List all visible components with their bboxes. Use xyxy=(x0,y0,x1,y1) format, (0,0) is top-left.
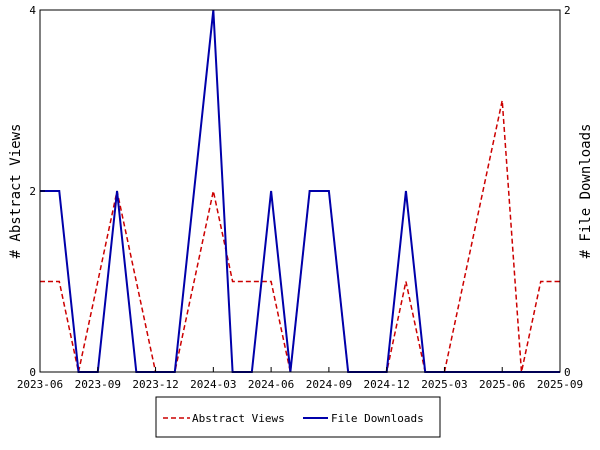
x-tick-label: 2025-03 xyxy=(421,378,467,391)
x-tick-label: 2023-06 xyxy=(17,378,63,391)
series-line-file-downloads xyxy=(40,9,560,373)
left-y-tick-label: 2 xyxy=(29,185,36,198)
legend-box xyxy=(155,396,441,438)
x-tick-label: 2024-09 xyxy=(306,378,352,391)
left-y-tick-label: 0 xyxy=(29,366,36,379)
x-axis: 2023-06 2023-09 2023-12 2024-03 2024-06 2024-… xyxy=(17,367,583,391)
left-y-axis: 0 2 4 xyxy=(29,4,45,379)
x-tick-label: 2023-09 xyxy=(75,378,121,391)
x-tick-label: 2024-03 xyxy=(190,378,236,391)
right-y-tick-label: 2 xyxy=(564,4,571,17)
x-tick-label: 2024-06 xyxy=(248,378,294,391)
left-y-tick-label: 4 xyxy=(29,4,36,17)
right-y-tick-label: 0 xyxy=(564,366,571,379)
plot-lines xyxy=(40,9,560,373)
right-y-axis: 02 xyxy=(555,4,571,379)
left-axis-title: # Abstract Views xyxy=(8,124,24,259)
x-tick-label: 2025-06 xyxy=(479,378,525,391)
legend-label-file-downloads: File Downloads xyxy=(331,412,424,425)
x-tick-label: 2024-12 xyxy=(363,378,409,391)
x-tick-label: 2025-09 xyxy=(537,378,583,391)
legend-label-abstract-views: Abstract Views xyxy=(192,412,285,425)
legend: Abstract Views File Downloads xyxy=(155,396,441,438)
series-line-abstract-views xyxy=(40,100,560,373)
x-tick-label: 2023-12 xyxy=(132,378,178,391)
right-axis-title: # File Downloads xyxy=(578,124,594,259)
